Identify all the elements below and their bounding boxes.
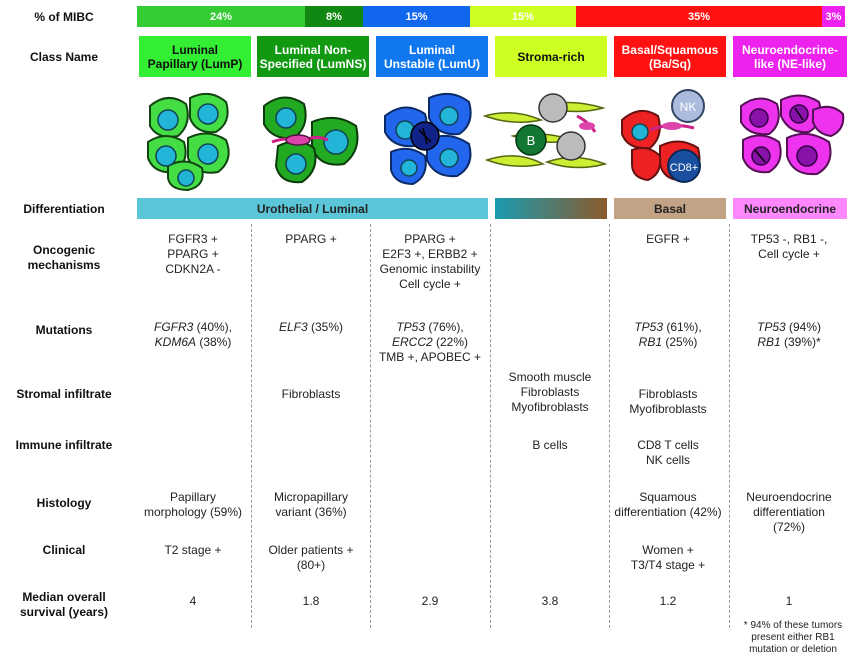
row-label-class: Class Name: [29, 50, 99, 64]
class-stroma: Stroma-rich: [495, 36, 607, 77]
row-label-differentiation: Differentiation: [23, 202, 105, 216]
clinical-lump: T2 stage +: [164, 543, 222, 557]
clinical-basq: Women + T3/T4 stage +: [630, 543, 706, 572]
row-label-mibc: % of MIBC: [34, 10, 94, 24]
mibc-bar-stroma: 15%: [470, 6, 576, 27]
class-lumu: Luminal Unstable (LumU): [376, 36, 488, 77]
class-basq: Basal/Squamous (Ba/Sq): [614, 36, 726, 77]
survival-stroma: 3.8: [541, 594, 559, 608]
diff-basal: Basal: [614, 198, 726, 219]
mutations-lumns: ELF3 (35%): [278, 320, 344, 334]
survival-lump: 4: [189, 594, 197, 608]
b-cell-label: B: [527, 133, 536, 148]
immune-stroma: B cells: [532, 438, 568, 452]
mibc-bar-lumns: 8%: [305, 6, 363, 27]
class-lump: Luminal Papillary (LumP): [139, 36, 251, 77]
column-divider: [370, 224, 371, 628]
mibc-bar-lump: 24%: [137, 6, 305, 27]
row-label-histology: Histology: [36, 496, 92, 510]
oncogenic-lumns: PPARG +: [285, 232, 337, 246]
lumu-cells-illustration: [384, 92, 472, 186]
ne-cells-illustration: [740, 94, 845, 176]
clinical-lumns: Older patients + (80+): [268, 543, 354, 572]
cd8-label: CD8+: [670, 162, 698, 174]
oncogenic-basq: EGFR +: [646, 232, 690, 246]
lumns-cells-illustration: [263, 96, 359, 184]
diff-urothelial-luminal: Urothelial / Luminal: [137, 198, 488, 219]
histology-lumns: Micropapillary variant (36%): [273, 490, 349, 519]
mibc-bar-lumu: 15%: [363, 6, 470, 27]
row-label-oncogenic: Oncogenic mechanisms: [27, 243, 101, 272]
stromal-lumns: Fibroblasts: [281, 387, 341, 401]
diff-gradient: [495, 198, 607, 219]
diff-neuroendocrine: Neuroendocrine: [733, 198, 847, 219]
column-divider: [609, 224, 610, 628]
survival-ne: 1: [785, 594, 793, 608]
column-divider: [490, 224, 491, 628]
nk-label: NK: [680, 100, 697, 114]
basq-cells-illustration: NK CD8+: [621, 89, 705, 183]
oncogenic-lumu: PPARG + E2F3 +, ERBB2 + Genomic instabilit…: [379, 232, 481, 291]
survival-basq: 1.2: [659, 594, 677, 608]
column-divider: [729, 224, 730, 628]
stromal-basq: Fibroblasts Myofibroblasts: [629, 387, 707, 416]
mibc-bar-ne: 3%: [822, 6, 845, 27]
row-label-clinical: Clinical: [42, 543, 86, 557]
survival-lumu: 2.9: [421, 594, 439, 608]
row-label-immune: Immune infiltrate: [15, 438, 113, 452]
column-divider: [251, 224, 252, 628]
histology-ne: Neuroendocrine differentiation (72%): [746, 490, 832, 534]
survival-lumns: 1.8: [302, 594, 320, 608]
oncogenic-ne: TP53 -, RB1 -, Cell cycle +: [750, 232, 828, 261]
oncogenic-lump: FGFR3 + PPARG + CDKN2A -: [165, 232, 221, 276]
mutations-lumu: TP53 (76%), ERCC2 (22%) TMB +, APOBEC +: [378, 320, 482, 364]
row-label-stromal: Stromal infiltrate: [16, 387, 112, 401]
mibc-bar-basq: 35%: [576, 6, 822, 27]
row-label-mutations: Mutations: [35, 323, 93, 337]
class-ne: Neuroendocrine-like (NE-like): [733, 36, 847, 77]
histology-basq: Squamous differentiation (42%): [614, 490, 722, 519]
histology-lump: Papillary morphology (59%): [143, 490, 243, 519]
mutations-basq: TP53 (61%), RB1 (25%): [634, 320, 702, 349]
immune-basq: CD8 T cells NK cells: [637, 438, 699, 467]
row-label-survival: Median overall survival (years): [19, 590, 109, 619]
lump-cells-illustration: [147, 92, 230, 192]
class-lumns: Luminal Non- Specified (LumNS): [257, 36, 369, 77]
stroma-cells-illustration: B: [483, 93, 607, 169]
mutations-lump: FGFR3 (40%), KDM6A (38%): [153, 320, 233, 349]
stromal-stroma: Smooth muscle Fibroblasts Myofibroblasts: [508, 370, 592, 414]
mutations-ne: TP53 (94%) RB1 (39%)*: [756, 320, 822, 349]
footnote: * 94% of these tumors present either RB1…: [743, 620, 843, 655]
